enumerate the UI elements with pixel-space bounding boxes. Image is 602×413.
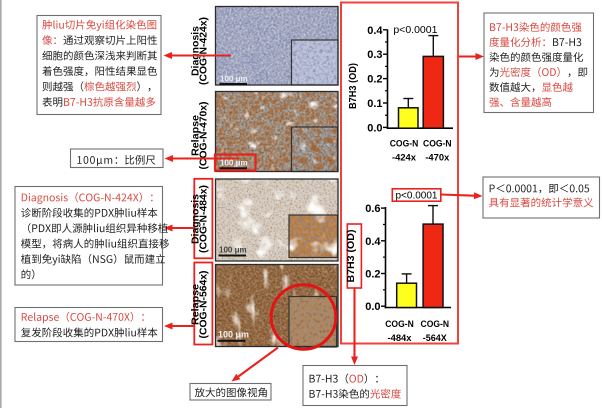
svg-text:100 μm: 100 μm: [219, 246, 247, 255]
svg-text:Diagnosis: Diagnosis: [190, 26, 202, 76]
svg-text:-484x: -484x: [388, 333, 413, 344]
svg-text:Diagnosis: Diagnosis: [190, 194, 202, 244]
svg-text:(COG-N-564x): (COG-N-564x): [198, 271, 210, 339]
svg-text:B7H3 (OD): B7H3 (OD): [345, 230, 357, 283]
svg-text:0.1: 0.1: [367, 98, 382, 110]
svg-text:100 μm: 100 μm: [220, 75, 248, 84]
svg-text:0.3: 0.3: [367, 49, 382, 61]
svg-text:0.4: 0.4: [367, 25, 383, 37]
svg-text:COG-N: COG-N: [421, 319, 450, 330]
svg-text:0.4: 0.4: [365, 236, 381, 248]
svg-text:0.0: 0.0: [365, 301, 380, 313]
svg-text:(COG-N-470x): (COG-N-470x): [198, 102, 210, 170]
svg-text:0.0: 0.0: [367, 122, 382, 134]
svg-text:(COG-N-424x): (COG-N-424x): [198, 17, 210, 85]
svg-text:-564X: -564X: [423, 333, 448, 344]
svg-text:COG-N: COG-N: [423, 138, 452, 149]
svg-text:Relapse: Relapse: [190, 115, 202, 156]
svg-text:COG-N: COG-N: [390, 138, 419, 149]
svg-text:100 μm: 100 μm: [220, 159, 248, 168]
svg-text:0.6: 0.6: [365, 203, 380, 215]
svg-text:COG-N: COG-N: [385, 319, 414, 330]
svg-text:-470x: -470x: [425, 152, 450, 163]
svg-text:0.2: 0.2: [365, 269, 380, 281]
svg-text:B7H3 (OD): B7H3 (OD): [348, 63, 359, 109]
svg-text:100 μm: 100 μm: [218, 330, 249, 340]
svg-text:(COG-N-484x): (COG-N-484x): [198, 185, 210, 253]
svg-text:p<0.0001: p<0.0001: [393, 24, 437, 36]
svg-text:0.2: 0.2: [367, 74, 382, 86]
svg-text:-424x: -424x: [392, 152, 417, 163]
svg-text:Relapse: Relapse: [190, 284, 202, 325]
svg-text:p<0.0001: p<0.0001: [396, 191, 438, 202]
